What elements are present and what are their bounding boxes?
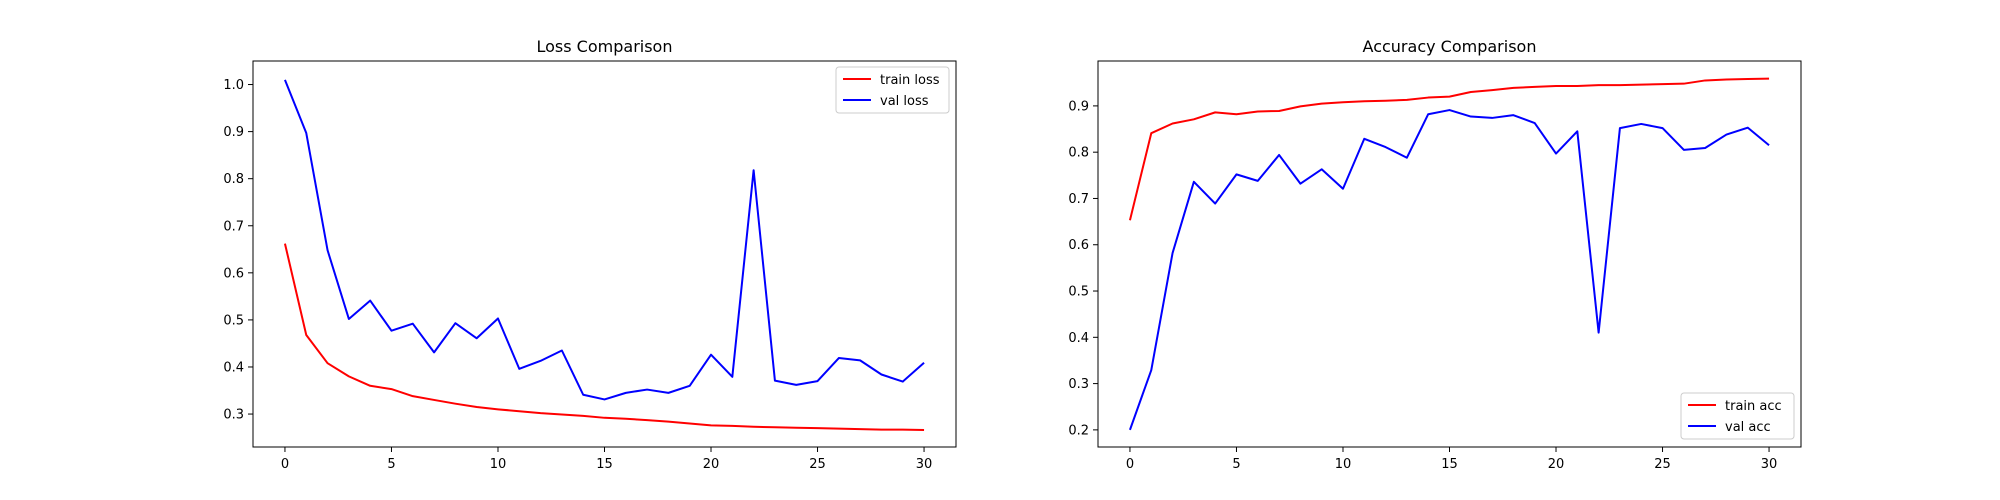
val-loss-line <box>284 79 925 401</box>
x-tick-label: 30 <box>916 457 933 472</box>
x-tick-label: 30 <box>1761 457 1778 472</box>
x-tick-label: 25 <box>1654 457 1671 472</box>
y-tick-label: 0.8 <box>223 172 244 187</box>
plot-frame <box>1097 60 1802 448</box>
y-tick-label: 0.5 <box>1068 285 1089 300</box>
axis-ticks: 0 5 10 15 20 25 30 0.2 0.3 0.4 0.5 0.6 0.7 0.8 0.9 <box>1068 99 1777 472</box>
legend-label-val-loss: val loss <box>880 94 929 109</box>
legend: train loss val loss <box>835 66 950 114</box>
x-tick-label: 0 <box>1126 457 1134 472</box>
legend-label-train-acc: train acc <box>1725 399 1782 414</box>
axis-ticks: 0 5 10 15 20 25 30 0.3 0.4 0.5 0.6 0.7 0.8 0.9 1.0 <box>223 78 932 472</box>
x-tick-label: 15 <box>596 457 613 472</box>
y-tick-label: 0.2 <box>1068 423 1089 438</box>
x-tick-label: 10 <box>490 457 507 472</box>
legend-label-train-loss: train loss <box>880 73 940 88</box>
y-tick-label: 0.7 <box>1068 192 1089 207</box>
legend: train acc val acc <box>1680 392 1795 440</box>
y-tick-label: 0.5 <box>223 313 244 328</box>
chart-title: Accuracy Comparison <box>1363 37 1537 56</box>
x-tick-label: 0 <box>281 457 289 472</box>
x-tick-label: 5 <box>387 457 395 472</box>
x-tick-label: 5 <box>1232 457 1240 472</box>
train-acc-line <box>1128 77 1770 221</box>
y-tick-label: 0.4 <box>223 360 244 375</box>
plot-frame <box>252 60 957 448</box>
x-tick-label: 25 <box>809 457 826 472</box>
legend-label-val-acc: val acc <box>1725 420 1771 435</box>
y-tick-label: 0.9 <box>223 125 244 140</box>
y-tick-label: 0.9 <box>1068 99 1089 114</box>
y-tick-label: 0.6 <box>1068 238 1089 253</box>
series-layer <box>283 79 925 432</box>
val-acc-line <box>1129 109 1770 431</box>
loss-chart: Loss Comparison 0 5 10 15 20 25 30 0.3 0.4 0.5 0.6… <box>223 37 957 472</box>
train-loss-line <box>283 243 925 432</box>
chart-title: Loss Comparison <box>537 37 673 56</box>
y-tick-label: 0.3 <box>1068 377 1089 392</box>
x-tick-label: 15 <box>1441 457 1458 472</box>
series-layer <box>1128 77 1770 431</box>
y-tick-label: 0.4 <box>1068 331 1089 346</box>
y-tick-label: 0.3 <box>223 408 244 423</box>
x-tick-label: 20 <box>1548 457 1565 472</box>
accuracy-chart: Accuracy Comparison 0 5 10 15 20 25 30 0.2 0.3 0.… <box>1068 37 1802 472</box>
x-tick-label: 10 <box>1335 457 1352 472</box>
y-tick-label: 0.8 <box>1068 146 1089 161</box>
y-tick-label: 0.7 <box>223 219 244 234</box>
x-tick-label: 20 <box>703 457 720 472</box>
y-tick-label: 0.6 <box>223 266 244 281</box>
y-tick-label: 1.0 <box>223 78 244 93</box>
